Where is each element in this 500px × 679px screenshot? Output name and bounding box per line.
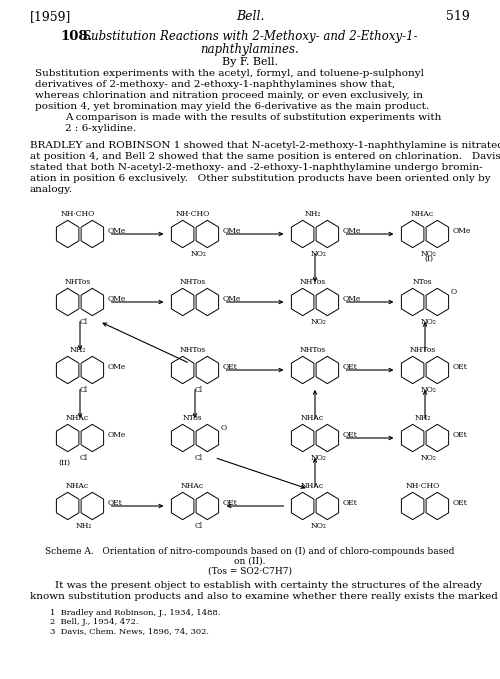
Text: NH·CHO: NH·CHO (176, 210, 210, 218)
Text: 2  Bell, J., 1954, 472.: 2 Bell, J., 1954, 472. (50, 618, 138, 626)
Text: 2 : 6-xylidine.: 2 : 6-xylidine. (65, 124, 136, 133)
Text: (Tos = SO2·C7H7): (Tos = SO2·C7H7) (208, 567, 292, 576)
Text: OEt: OEt (452, 499, 467, 507)
Text: 3  Davis, Chem. News, 1896, 74, 302.: 3 Davis, Chem. News, 1896, 74, 302. (50, 627, 209, 635)
Text: NO₂: NO₂ (311, 250, 327, 257)
Text: NO₂: NO₂ (421, 454, 437, 462)
Text: NHAc: NHAc (411, 210, 434, 218)
Text: Substitution Reactions with 2-Methoxy- and 2-Ethoxy-1-: Substitution Reactions with 2-Methoxy- a… (82, 30, 417, 43)
Text: NHAc: NHAc (181, 481, 204, 490)
Text: NH₂: NH₂ (76, 521, 92, 530)
Text: on (II).: on (II). (234, 557, 266, 566)
Text: Cl: Cl (195, 454, 203, 462)
Text: NO₂: NO₂ (421, 386, 437, 394)
Text: at position 4, and Bell 2 showed that the same position is entered on chlorinati: at position 4, and Bell 2 showed that th… (30, 152, 500, 161)
Text: NH·CHO: NH·CHO (406, 481, 440, 490)
Text: Scheme A.   Orientation of nitro-compounds based on (I) and of chloro-compounds : Scheme A. Orientation of nitro-compounds… (46, 547, 455, 556)
Text: (II): (II) (58, 459, 70, 466)
Text: Substitution experiments with the acetyl, formyl, and toluene-p-sulphonyl: Substitution experiments with the acetyl… (35, 69, 424, 78)
Text: naphthylamines.: naphthylamines. (200, 43, 300, 56)
Text: NHTos: NHTos (180, 346, 206, 354)
Text: NHAc: NHAc (66, 481, 89, 490)
Text: stated that both N-acetyl-2-methoxy- and -2-ethoxy-1-naphthylamine undergo bromi: stated that both N-acetyl-2-methoxy- and… (30, 163, 483, 172)
Text: A comparison is made with the results of substitution experiments with: A comparison is made with the results of… (65, 113, 442, 122)
Text: OMe: OMe (452, 227, 470, 236)
Text: Cl: Cl (80, 454, 88, 462)
Text: OEt: OEt (108, 499, 122, 507)
Text: NH₂: NH₂ (414, 414, 430, 422)
Text: OEt: OEt (222, 499, 237, 507)
Text: NHTos: NHTos (300, 278, 326, 286)
Text: NO₂: NO₂ (191, 250, 207, 257)
Text: 1  Bradley and Robinson, J., 1934, 1488.: 1 Bradley and Robinson, J., 1934, 1488. (50, 609, 220, 617)
Text: NH·CHO: NH·CHO (60, 210, 94, 218)
Text: 108.: 108. (60, 30, 92, 43)
Text: NH₂: NH₂ (304, 210, 320, 218)
Text: By F. Bell.: By F. Bell. (222, 57, 278, 67)
Text: known substitution products and also to examine whether there really exists the : known substitution products and also to … (30, 592, 498, 601)
Text: Bell.: Bell. (236, 10, 264, 23)
Text: position 4, yet bromination may yield the 6-derivative as the main product.: position 4, yet bromination may yield th… (35, 102, 429, 111)
Text: OMe: OMe (342, 227, 360, 236)
Text: OMe: OMe (222, 227, 240, 236)
Text: NHTos: NHTos (300, 346, 326, 354)
Text: NHAc: NHAc (301, 414, 324, 422)
Text: NHTos: NHTos (410, 346, 436, 354)
Text: (I): (I) (424, 255, 434, 263)
Text: OEt: OEt (452, 363, 467, 371)
Text: NTos: NTos (412, 278, 432, 286)
Text: It was the present object to establish with certainty the structures of the alre: It was the present object to establish w… (55, 581, 482, 590)
Text: derivatives of 2-methoxy- and 2-ethoxy-1-naphthylamines show that,: derivatives of 2-methoxy- and 2-ethoxy-1… (35, 80, 395, 89)
Text: NHTos: NHTos (64, 278, 90, 286)
Text: analogy.: analogy. (30, 185, 73, 194)
Text: O: O (221, 424, 227, 432)
Text: Cl: Cl (80, 318, 88, 326)
Text: OEt: OEt (222, 363, 237, 371)
Text: OEt: OEt (342, 363, 357, 371)
Text: OMe: OMe (108, 227, 126, 236)
Text: [1959]: [1959] (30, 10, 72, 23)
Text: NO₂: NO₂ (311, 521, 327, 530)
Text: OMe: OMe (342, 295, 360, 304)
Text: NO₂: NO₂ (311, 454, 327, 462)
Text: NO₂: NO₂ (311, 318, 327, 326)
Text: NHAc: NHAc (301, 481, 324, 490)
Text: OMe: OMe (108, 431, 126, 439)
Text: BRADLEY and ROBINSON 1 showed that N-acetyl-2-methoxy-1-naphthylamine is nitrate: BRADLEY and ROBINSON 1 showed that N-ace… (30, 141, 500, 150)
Text: NO₂: NO₂ (421, 318, 437, 326)
Text: OMe: OMe (108, 295, 126, 304)
Text: NO₂: NO₂ (421, 250, 437, 257)
Text: Cl: Cl (195, 386, 203, 394)
Text: Cl: Cl (80, 386, 88, 394)
Text: Cl: Cl (195, 521, 203, 530)
Text: OMe: OMe (108, 363, 126, 371)
Text: ation in position 6 exclusively.   Other substitution products have been oriente: ation in position 6 exclusively. Other s… (30, 174, 490, 183)
Text: NHAc: NHAc (66, 414, 89, 422)
Text: NHTos: NHTos (180, 278, 206, 286)
Text: OEt: OEt (452, 431, 467, 439)
Text: O: O (451, 288, 457, 295)
Text: OMe: OMe (222, 295, 240, 304)
Text: whereas chlorination and nitration proceed mainly, or even exclusively, in: whereas chlorination and nitration proce… (35, 91, 423, 100)
Text: OEt: OEt (342, 431, 357, 439)
Text: 519: 519 (446, 10, 470, 23)
Text: OEt: OEt (342, 499, 357, 507)
Text: NH₂: NH₂ (69, 346, 86, 354)
Text: NTos: NTos (182, 414, 202, 422)
